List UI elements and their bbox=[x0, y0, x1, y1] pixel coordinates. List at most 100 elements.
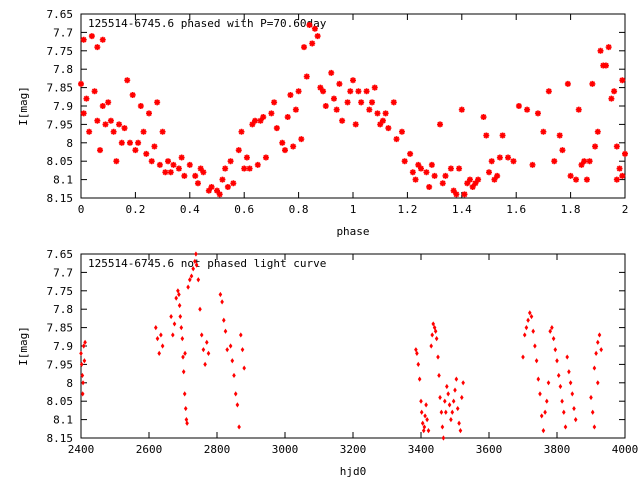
data-point bbox=[94, 117, 101, 124]
data-point bbox=[107, 117, 114, 124]
data-point bbox=[556, 372, 561, 379]
data-point bbox=[538, 391, 542, 397]
data-point bbox=[529, 313, 534, 320]
data-point bbox=[596, 339, 600, 345]
data-point bbox=[203, 361, 207, 367]
data-point bbox=[239, 332, 243, 338]
y-tick-label: 7.8 bbox=[53, 63, 73, 76]
data-point bbox=[185, 420, 189, 426]
data-point bbox=[81, 380, 85, 386]
data-point bbox=[551, 336, 556, 342]
data-point bbox=[86, 128, 93, 135]
data-point bbox=[99, 36, 106, 43]
data-point bbox=[110, 128, 117, 135]
data-point bbox=[176, 288, 180, 294]
data-point bbox=[78, 80, 84, 87]
data-point bbox=[426, 428, 431, 434]
data-point bbox=[558, 383, 563, 390]
data-point bbox=[322, 103, 329, 109]
data-point bbox=[330, 95, 337, 102]
data-point bbox=[460, 394, 464, 401]
data-point bbox=[524, 106, 531, 113]
y-tick-label: 7.9 bbox=[53, 100, 73, 113]
data-point bbox=[219, 176, 226, 183]
data-point bbox=[429, 343, 433, 349]
data-point bbox=[352, 121, 359, 128]
data-point bbox=[613, 176, 620, 183]
data-point bbox=[336, 80, 343, 87]
data-point bbox=[303, 73, 310, 80]
data-point bbox=[347, 88, 354, 95]
data-point bbox=[586, 158, 593, 165]
data-point bbox=[445, 383, 449, 390]
data-point bbox=[419, 398, 423, 404]
data-point bbox=[79, 350, 83, 356]
data-point bbox=[137, 103, 144, 109]
data-point bbox=[241, 165, 248, 172]
data-point bbox=[556, 132, 563, 139]
data-point bbox=[188, 277, 192, 283]
data-point bbox=[146, 110, 152, 117]
data-point bbox=[191, 266, 195, 272]
data-point bbox=[424, 402, 428, 408]
data-point bbox=[243, 154, 250, 161]
data-point bbox=[605, 44, 612, 51]
data-point bbox=[116, 121, 123, 128]
data-point bbox=[581, 158, 588, 165]
plot-frame bbox=[80, 13, 626, 199]
data-point bbox=[567, 172, 574, 179]
data-point bbox=[246, 165, 253, 172]
data-point bbox=[198, 306, 202, 312]
data-point bbox=[499, 132, 506, 139]
data-point bbox=[91, 88, 98, 95]
data-point bbox=[225, 347, 229, 353]
data-point bbox=[80, 372, 85, 379]
data-point bbox=[374, 110, 381, 117]
data-point bbox=[186, 284, 190, 290]
data-point bbox=[486, 169, 492, 176]
data-point bbox=[237, 424, 241, 430]
data-point bbox=[314, 33, 321, 40]
data-point bbox=[273, 125, 280, 132]
data-point bbox=[438, 394, 442, 401]
data-point bbox=[154, 325, 158, 331]
x-tick-label: 0 bbox=[78, 203, 85, 216]
data-point bbox=[157, 350, 161, 356]
data-point bbox=[167, 169, 174, 176]
data-point bbox=[216, 191, 223, 198]
data-point bbox=[425, 417, 429, 423]
data-point bbox=[524, 325, 529, 331]
data-point bbox=[560, 398, 564, 404]
data-point bbox=[475, 176, 482, 183]
data-point bbox=[155, 336, 160, 342]
x-tick-label: 1 bbox=[350, 203, 357, 216]
data-point bbox=[447, 165, 454, 172]
data-point bbox=[421, 428, 426, 434]
data-point bbox=[238, 128, 245, 135]
data-point bbox=[458, 428, 463, 434]
data-point bbox=[565, 354, 569, 360]
data-point bbox=[543, 409, 547, 415]
data-point bbox=[428, 161, 435, 168]
data-point bbox=[126, 139, 133, 146]
data-point bbox=[534, 358, 539, 364]
data-point bbox=[181, 354, 185, 360]
data-point bbox=[583, 176, 590, 183]
data-point bbox=[339, 117, 346, 124]
data-point bbox=[596, 380, 600, 386]
y-tick-label: 8.15 bbox=[47, 432, 74, 445]
data-point bbox=[548, 328, 552, 334]
data-point bbox=[488, 158, 495, 165]
data-point bbox=[599, 347, 603, 353]
data-point bbox=[182, 391, 187, 397]
data-point bbox=[249, 121, 256, 128]
data-point bbox=[192, 172, 199, 179]
y-tick-label: 7.85 bbox=[47, 82, 74, 95]
data-point bbox=[602, 62, 609, 69]
data-point bbox=[208, 183, 215, 190]
data-point bbox=[170, 161, 177, 168]
data-point bbox=[597, 47, 604, 54]
data-point bbox=[456, 165, 463, 172]
data-point bbox=[536, 376, 541, 382]
data-point bbox=[533, 343, 537, 349]
